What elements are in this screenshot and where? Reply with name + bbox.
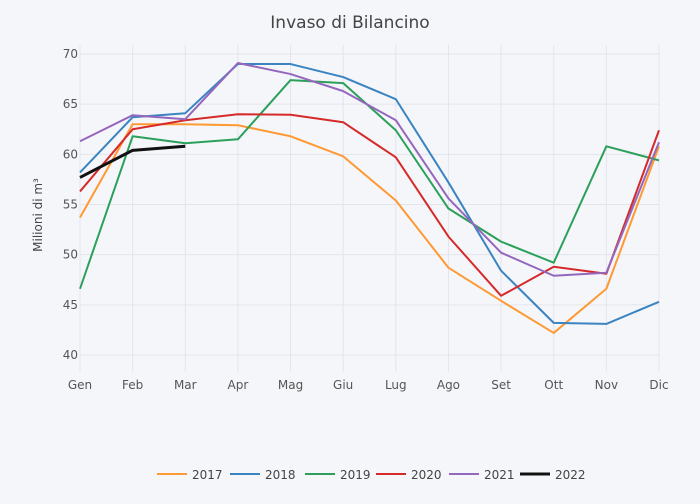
- legend-label-2019: 2019: [340, 468, 371, 482]
- x-tick-label: Apr: [228, 378, 249, 392]
- y-tick-label: 60: [63, 147, 78, 161]
- x-tick-label: Dic: [649, 378, 668, 392]
- x-tick-label: Mag: [278, 378, 303, 392]
- legend-label-2017: 2017: [192, 468, 223, 482]
- series-line-2022: [79, 144, 186, 179]
- x-tick-label: Nov: [595, 378, 618, 392]
- series-line-2021: [79, 62, 660, 277]
- x-tick-label: Giu: [333, 378, 353, 392]
- x-tick-label: Feb: [122, 378, 143, 392]
- y-tick-label: 40: [63, 348, 78, 362]
- y-axis-label: Milioni di m³: [31, 178, 45, 252]
- x-tick-label: Gen: [68, 378, 92, 392]
- x-tick-label: Ago: [437, 378, 460, 392]
- y-tick-label: 70: [63, 47, 78, 61]
- series-line-2017: [79, 123, 660, 334]
- y-tick-label: 55: [63, 198, 78, 212]
- x-tick-label: Lug: [385, 378, 407, 392]
- legend-label-2018: 2018: [265, 468, 296, 482]
- legend-label-2022: 2022: [555, 468, 586, 482]
- x-tick-label: Mar: [174, 378, 197, 392]
- chart-title: Invaso di Bilancino: [270, 13, 429, 33]
- series-line-2018: [79, 63, 660, 325]
- legend-label-2020: 2020: [411, 468, 442, 482]
- y-tick-label: 50: [63, 248, 78, 262]
- y-tick-label: 65: [63, 97, 78, 111]
- legend-label-2021: 2021: [484, 468, 515, 482]
- x-tick-label: Set: [491, 378, 511, 392]
- y-tick-label: 45: [63, 298, 78, 312]
- series-line-2019: [79, 79, 660, 290]
- x-tick-label: Ott: [544, 378, 563, 392]
- series-line-2020: [79, 113, 660, 297]
